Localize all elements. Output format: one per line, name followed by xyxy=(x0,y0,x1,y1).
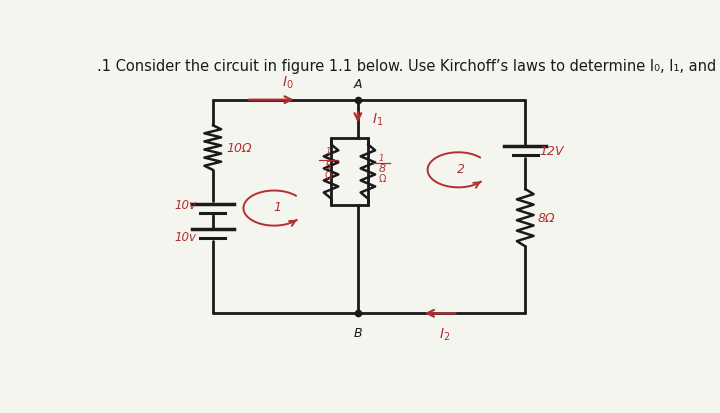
Text: 8: 8 xyxy=(379,164,386,174)
Text: .1 Consider the circuit in figure 1.1 below. Use Kirchoff’s laws to determine I₀: .1 Consider the circuit in figure 1.1 be… xyxy=(96,59,720,74)
Text: 10v: 10v xyxy=(174,231,196,244)
Text: 1: 1 xyxy=(379,154,384,162)
Text: 1: 1 xyxy=(273,200,281,214)
Text: B: B xyxy=(354,326,362,339)
Text: 10Ω: 10Ω xyxy=(227,142,252,154)
Text: $I_1$: $I_1$ xyxy=(372,112,383,128)
Text: 1: 1 xyxy=(325,147,331,156)
Text: 5: 5 xyxy=(325,161,332,171)
Text: Ω: Ω xyxy=(379,173,387,183)
Text: Ω: Ω xyxy=(325,171,332,180)
Text: 12V: 12V xyxy=(539,145,564,158)
Text: $I_2$: $I_2$ xyxy=(438,326,450,343)
Text: $I_0$: $I_0$ xyxy=(282,74,294,91)
Text: 8Ω: 8Ω xyxy=(538,211,555,225)
Text: A: A xyxy=(354,78,362,91)
Text: 2: 2 xyxy=(457,162,465,175)
Text: 10v: 10v xyxy=(174,199,196,212)
